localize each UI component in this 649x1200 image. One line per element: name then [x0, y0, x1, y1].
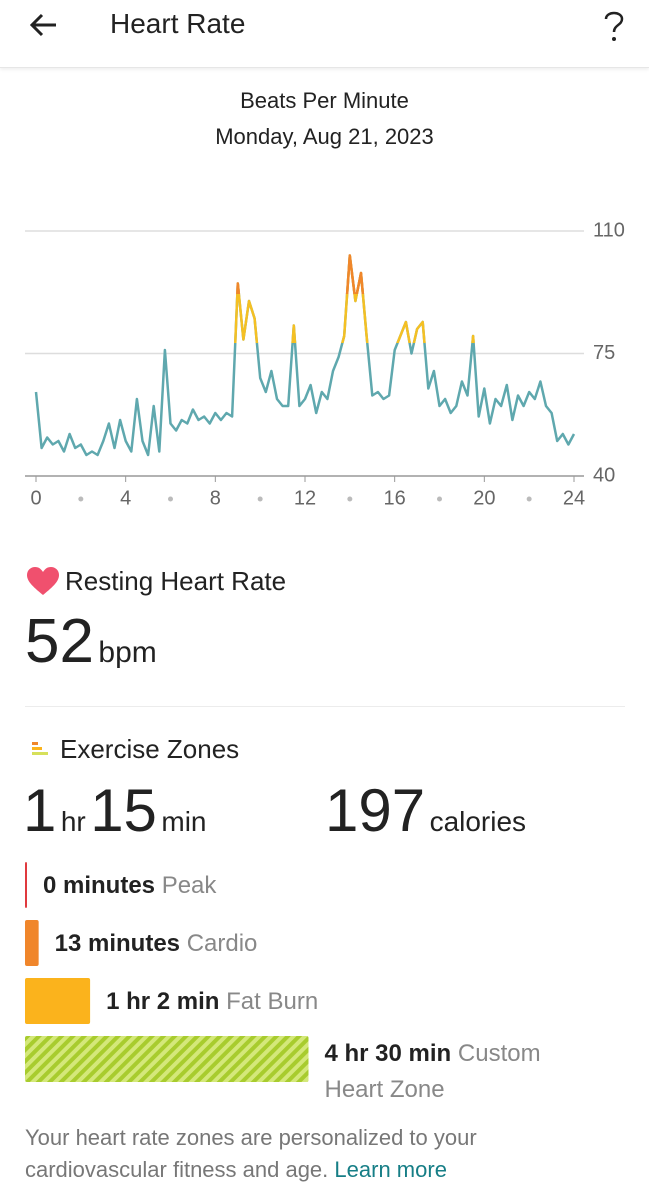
app-bar: Heart Rate	[0, 0, 649, 68]
zone-overlay	[236, 254, 365, 294]
zone-label: 13 minutes Cardio	[55, 930, 258, 958]
duration: 1 hr 15 min	[23, 776, 207, 845]
footer-text: Your heart rate zones are personalized t…	[25, 1125, 477, 1182]
heart-icon	[27, 567, 59, 595]
resting-value: 52	[25, 607, 94, 676]
chart-title: Beats Per Minute	[240, 88, 409, 113]
hours-unit: hr	[60, 806, 86, 837]
back-button[interactable]	[28, 12, 58, 38]
zone-amount: 13 minutes	[54, 930, 181, 957]
x-minor-tick	[347, 496, 353, 502]
y-tick-label: 75	[593, 342, 615, 364]
zones-title: Exercise Zones	[60, 734, 240, 764]
zone-label: 1 hr 2 min Fat Burn	[106, 988, 318, 1016]
zones-icon	[32, 742, 48, 755]
calories-unit: calories	[429, 806, 527, 837]
learn-more-link[interactable]: Learn more	[334, 1157, 447, 1182]
x-tick-label: 20	[473, 487, 495, 509]
resting-title: Resting Heart Rate	[65, 566, 287, 596]
y-tick-label: 40	[593, 464, 615, 486]
zone-name: Cardio	[186, 930, 258, 957]
page-title: Heart Rate	[110, 8, 246, 39]
calories: 197 calories	[325, 776, 526, 845]
divider	[25, 706, 625, 707]
zone-bar-frame	[25, 920, 39, 966]
zone-label: 4 hr 30 min Custom Heart Zone	[325, 1036, 580, 1108]
zone-bar	[25, 978, 91, 1024]
minutes: 15	[90, 777, 157, 844]
x-tick-label: 24	[563, 487, 585, 509]
zone-name: Custom Heart Zone	[324, 1040, 541, 1103]
zone-bar-frame	[25, 978, 91, 1024]
y-tick-label: 110	[593, 219, 625, 241]
x-minor-tick	[526, 496, 532, 502]
zone-bar	[25, 920, 39, 966]
zone-bar	[25, 1036, 309, 1082]
minutes-unit: min	[161, 806, 207, 837]
zone-amount: 0 minutes	[43, 872, 156, 899]
zone-label: 0 minutes Peak	[43, 872, 216, 900]
heart-rate-chart: 40 75 110 0 4 8 12 16 20 24	[25, 219, 625, 509]
zone-name: Fat Burn	[226, 988, 319, 1015]
zone-name: Peak	[161, 872, 217, 899]
zone-overlay	[233, 254, 475, 343]
footer: Your heart rate zones are personalized t…	[25, 1122, 585, 1186]
chart-subtitle: Monday, Aug 21, 2023	[215, 124, 434, 149]
resting-value-row: 52 bpm	[25, 606, 157, 677]
x-tick-label: 4	[120, 487, 131, 509]
x-tick-label: 8	[210, 487, 221, 509]
zone-bar	[25, 862, 27, 908]
zone-amount: 1 hr 2 min	[106, 988, 220, 1015]
x-tick-label: 0	[30, 487, 41, 509]
hours: 1	[23, 777, 57, 844]
calories-value: 197	[325, 777, 426, 844]
resting-unit: bpm	[98, 636, 157, 669]
zone-bar-frame	[25, 862, 27, 908]
heart-rate-line	[34, 254, 576, 457]
help-button[interactable]	[600, 8, 628, 44]
x-tick-label: 16	[384, 487, 406, 509]
x-tick-label: 12	[294, 487, 316, 509]
zone-amount: 4 hr 30 min	[324, 1040, 452, 1067]
x-minor-tick	[168, 496, 173, 502]
x-minor-tick	[437, 496, 442, 502]
x-minor-tick	[257, 496, 263, 502]
zone-bar-frame	[25, 1036, 309, 1082]
x-minor-tick	[78, 496, 84, 502]
